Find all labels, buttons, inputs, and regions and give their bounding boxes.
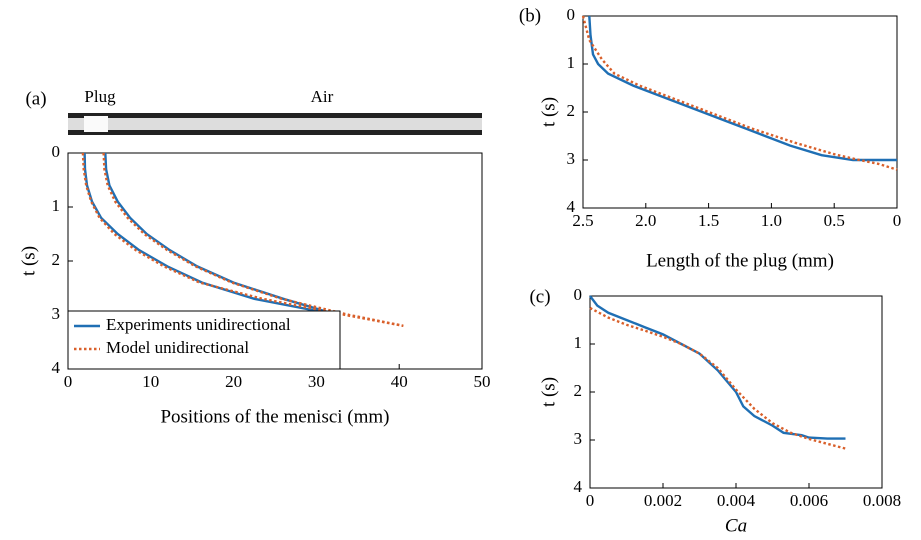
x-tick-label: 0.008 bbox=[863, 491, 901, 510]
x-tick-label: 0.5 bbox=[824, 211, 845, 230]
data-line bbox=[104, 152, 339, 317]
data-line bbox=[581, 15, 898, 171]
x-tick-label: 50 bbox=[474, 372, 491, 391]
x-tick-label: 0 bbox=[586, 491, 595, 510]
y-tick-label: 1 bbox=[567, 53, 576, 72]
tube-bore bbox=[68, 118, 482, 130]
legend-box bbox=[67, 310, 341, 370]
x-tick-label: 1.0 bbox=[761, 211, 782, 230]
y-tick-label: 0 bbox=[574, 285, 583, 304]
x-tick-label: 10 bbox=[142, 372, 159, 391]
x-axis-label: Ca bbox=[725, 515, 747, 536]
y-axis-label: t (s) bbox=[538, 97, 559, 127]
panel-label: (b) bbox=[519, 5, 541, 26]
data-line bbox=[589, 306, 846, 450]
x-tick-label: 0.006 bbox=[790, 491, 828, 510]
y-tick-label: 2 bbox=[567, 101, 576, 120]
x-tick-label: 1.5 bbox=[698, 211, 719, 230]
x-tick-label: 0 bbox=[893, 211, 902, 230]
x-tick-label: 2.5 bbox=[572, 211, 593, 230]
x-tick-label: 0.002 bbox=[644, 491, 682, 510]
plot-frame bbox=[582, 15, 898, 209]
x-tick-label: 0.004 bbox=[717, 491, 756, 510]
x-tick-label: 40 bbox=[391, 372, 408, 391]
x-axis-label: Length of the plug (mm) bbox=[646, 250, 834, 271]
x-tick-label: 20 bbox=[225, 372, 242, 391]
plug bbox=[84, 116, 108, 132]
y-tick-label: 3 bbox=[567, 149, 576, 168]
x-tick-label: 0 bbox=[64, 372, 73, 391]
y-tick-label: 0 bbox=[52, 142, 61, 161]
y-tick-label: 2 bbox=[52, 250, 61, 269]
image-label: Plug bbox=[84, 87, 116, 106]
y-axis-label: t (s) bbox=[538, 377, 559, 407]
tube-image bbox=[68, 113, 482, 135]
legend-label: Experiments unidirectional bbox=[106, 315, 291, 334]
y-tick-label: 4 bbox=[574, 477, 583, 496]
y-tick-label: 1 bbox=[574, 333, 583, 352]
y-tick-label: 3 bbox=[52, 304, 61, 323]
y-tick-label: 0 bbox=[567, 5, 576, 24]
data-line bbox=[589, 295, 846, 440]
panel-label: (a) bbox=[25, 88, 46, 109]
x-tick-label: 30 bbox=[308, 372, 325, 391]
x-axis-label: Positions of the menisci (mm) bbox=[160, 406, 389, 427]
data-line bbox=[588, 15, 897, 162]
data-line bbox=[81, 152, 404, 327]
y-tick-label: 4 bbox=[567, 197, 576, 216]
x-tick-label: 2.0 bbox=[635, 211, 656, 230]
y-tick-label: 2 bbox=[574, 381, 583, 400]
legend-label: Model unidirectional bbox=[106, 338, 249, 357]
y-tick-label: 3 bbox=[574, 429, 583, 448]
y-tick-label: 4 bbox=[52, 358, 61, 377]
y-tick-label: 1 bbox=[52, 196, 61, 215]
y-axis-label: t (s) bbox=[18, 246, 39, 276]
image-label: Air bbox=[311, 87, 334, 106]
data-line bbox=[83, 152, 339, 317]
data-line bbox=[102, 152, 404, 327]
panel-label: (c) bbox=[529, 286, 550, 307]
